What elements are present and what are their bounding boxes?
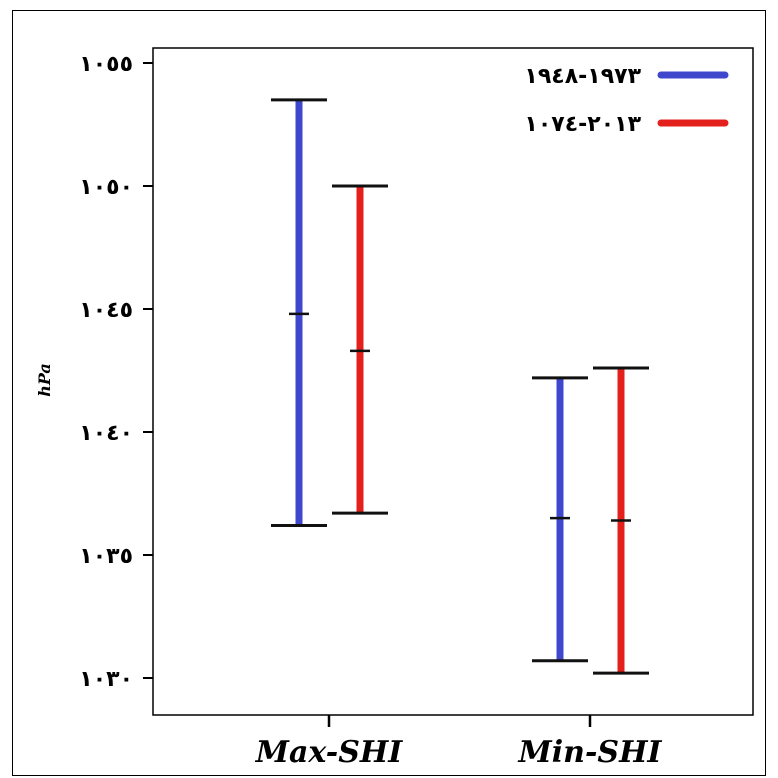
x-axis: Max-SHI Min-SHI xyxy=(255,715,663,770)
y-tick-label: ١٠٣٥ xyxy=(79,544,133,569)
plot-area xyxy=(152,47,754,716)
y-axis: ١٠٣٠ ١٠٣٥ ١٠٤٠ ١٠٤٥ ١٠٥٠ ١٠٥٥ xyxy=(79,52,153,692)
y-tick-label: ١٠٣٠ xyxy=(79,667,133,692)
x-category-label: Min-SHI xyxy=(518,735,663,770)
series-layer xyxy=(271,98,649,675)
y-axis-title: hPa xyxy=(35,363,54,397)
legend-label: ١٩٧٣-١٩٤٨ xyxy=(524,64,641,89)
legend-label: ٢٠١٣-١٠٧٤ xyxy=(524,112,641,137)
legend: ١٩٧٣-١٩٤٨ ٢٠١٣-١٠٧٤ xyxy=(524,64,729,137)
y-tick-label: ١٠٥٥ xyxy=(79,52,133,77)
y-tick-label: ١٠٥٠ xyxy=(79,175,133,200)
series-1 xyxy=(271,98,588,663)
y-tick-label: ١٠٤٠ xyxy=(79,421,133,446)
chart-frame xyxy=(12,10,766,776)
x-category-label: Max-SHI xyxy=(255,735,403,770)
y-tick-label: ١٠٤٥ xyxy=(79,298,133,323)
series-2 xyxy=(332,184,649,675)
